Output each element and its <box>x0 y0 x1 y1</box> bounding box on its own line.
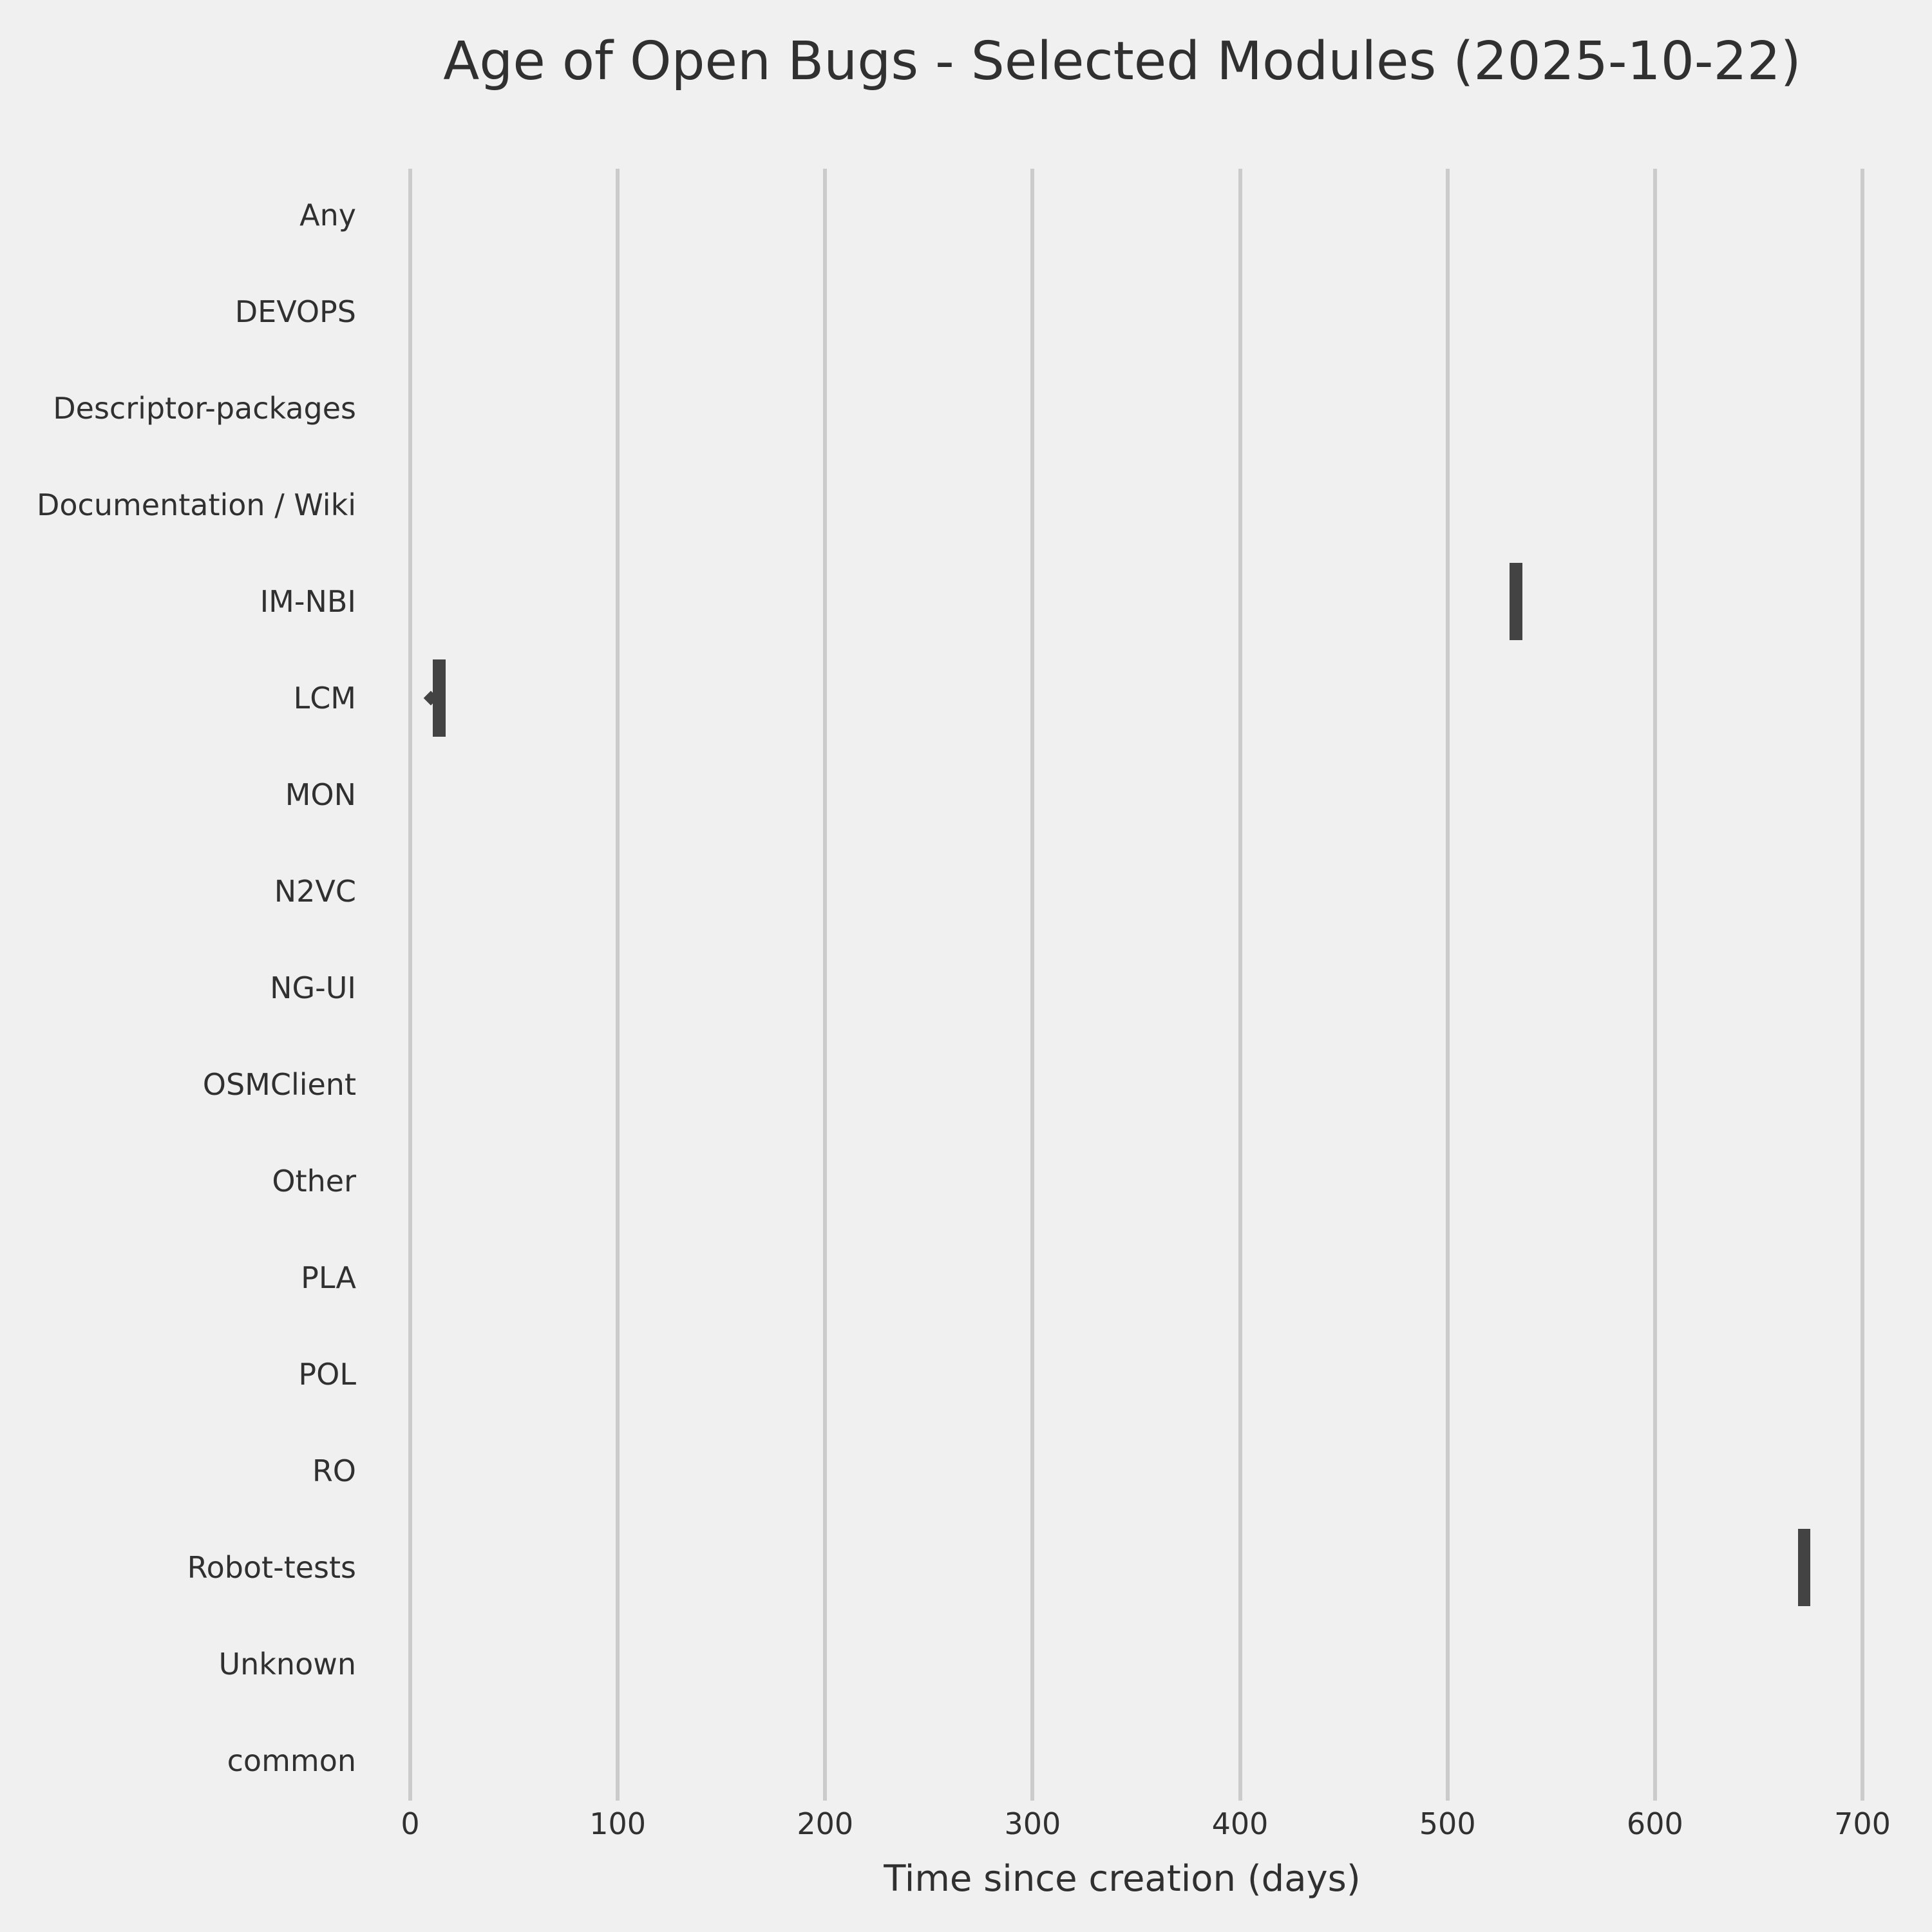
chart-title: Age of Open Bugs - Selected Modules (202… <box>443 31 1801 92</box>
y-category-label: N2VC <box>274 874 356 909</box>
x-tick-label-200: 200 <box>797 1806 854 1841</box>
y-category-label: Documentation / Wiki <box>36 488 356 522</box>
y-category-label: Unknown <box>218 1647 356 1681</box>
y-category-label: Any <box>299 198 356 232</box>
box-IM-NBI <box>1510 563 1522 640</box>
y-category-label: Descriptor-packages <box>53 391 356 426</box>
y-category-label: Other <box>272 1164 356 1198</box>
y-category-label: PLA <box>301 1260 356 1295</box>
gridline-x-100 <box>616 169 620 1790</box>
gridline-x-500 <box>1445 169 1450 1790</box>
x-tick-400 <box>1238 1790 1242 1801</box>
x-tick-600 <box>1653 1790 1657 1801</box>
y-category-label: LCM <box>293 681 356 715</box>
x-tick-label-0: 0 <box>401 1806 420 1841</box>
gridline-x-700 <box>1860 169 1864 1790</box>
y-category-label: common <box>227 1743 356 1778</box>
gridline-x-0 <box>408 169 412 1790</box>
x-axis-title: Time since creation (days) <box>884 1858 1361 1900</box>
y-category-label: DEVOPS <box>234 294 356 329</box>
y-category-label: RO <box>312 1454 356 1488</box>
y-category-label: NG-UI <box>270 971 356 1005</box>
x-tick-300 <box>1030 1790 1035 1801</box>
gridline-x-300 <box>1030 169 1035 1790</box>
y-category-label: Robot-tests <box>187 1550 356 1585</box>
x-tick-700 <box>1860 1790 1864 1801</box>
y-category-label: POL <box>298 1357 356 1392</box>
y-category-label: OSMClient <box>202 1067 356 1102</box>
box-Robot-tests <box>1798 1529 1811 1606</box>
gridline-x-600 <box>1653 169 1657 1790</box>
x-tick-label-400: 400 <box>1211 1806 1269 1841</box>
x-tick-500 <box>1445 1790 1450 1801</box>
gridline-x-400 <box>1238 169 1242 1790</box>
x-tick-0 <box>408 1790 412 1801</box>
x-tick-label-600: 600 <box>1626 1806 1683 1841</box>
x-tick-100 <box>616 1790 620 1801</box>
x-tick-label-500: 500 <box>1419 1806 1476 1841</box>
gridline-x-200 <box>823 169 828 1790</box>
x-tick-label-700: 700 <box>1834 1806 1891 1841</box>
x-tick-label-300: 300 <box>1004 1806 1061 1841</box>
x-tick-200 <box>823 1790 828 1801</box>
box-LCM <box>433 659 446 737</box>
y-category-label: MON <box>285 777 356 812</box>
y-category-label: IM-NBI <box>260 584 356 619</box>
x-tick-label-100: 100 <box>589 1806 647 1841</box>
